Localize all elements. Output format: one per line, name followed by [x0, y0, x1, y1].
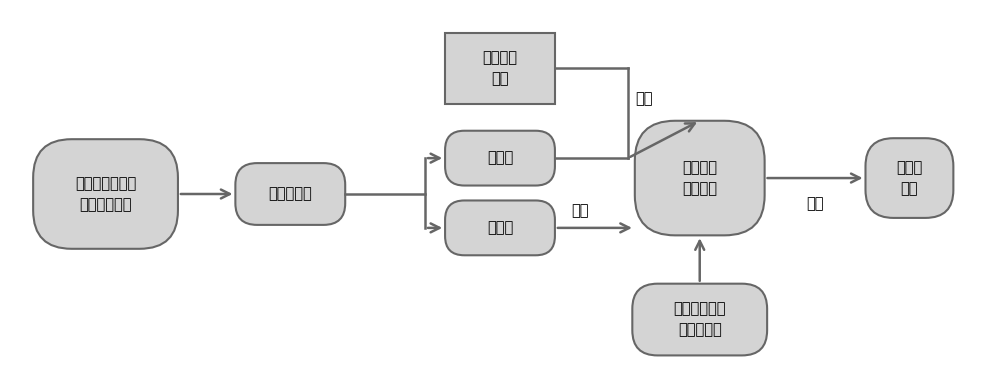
FancyBboxPatch shape	[33, 139, 178, 249]
Text: 藻种判别
分析模型: 藻种判别 分析模型	[682, 160, 717, 196]
Text: 藻种数据库: 藻种数据库	[268, 187, 312, 201]
FancyBboxPatch shape	[445, 131, 555, 185]
Text: 某一藻细胞拉
曼成像聚类: 某一藻细胞拉 曼成像聚类	[673, 301, 726, 338]
Text: 多元判别
算法: 多元判别 算法	[482, 50, 518, 87]
Text: 训练集: 训练集	[487, 151, 513, 166]
Text: 测试集: 测试集	[487, 220, 513, 236]
FancyBboxPatch shape	[632, 284, 767, 355]
FancyBboxPatch shape	[445, 33, 555, 104]
FancyBboxPatch shape	[865, 138, 953, 218]
FancyBboxPatch shape	[635, 121, 765, 236]
Text: 藻种的
识别: 藻种的 识别	[896, 160, 923, 196]
Text: 预测: 预测	[806, 196, 824, 211]
Text: 校正: 校正	[571, 203, 589, 218]
Text: 不同藻种细胞共
焦拉曼成像图: 不同藻种细胞共 焦拉曼成像图	[75, 176, 136, 212]
FancyBboxPatch shape	[445, 201, 555, 255]
FancyBboxPatch shape	[235, 163, 345, 225]
Text: 训练: 训练	[635, 91, 652, 106]
